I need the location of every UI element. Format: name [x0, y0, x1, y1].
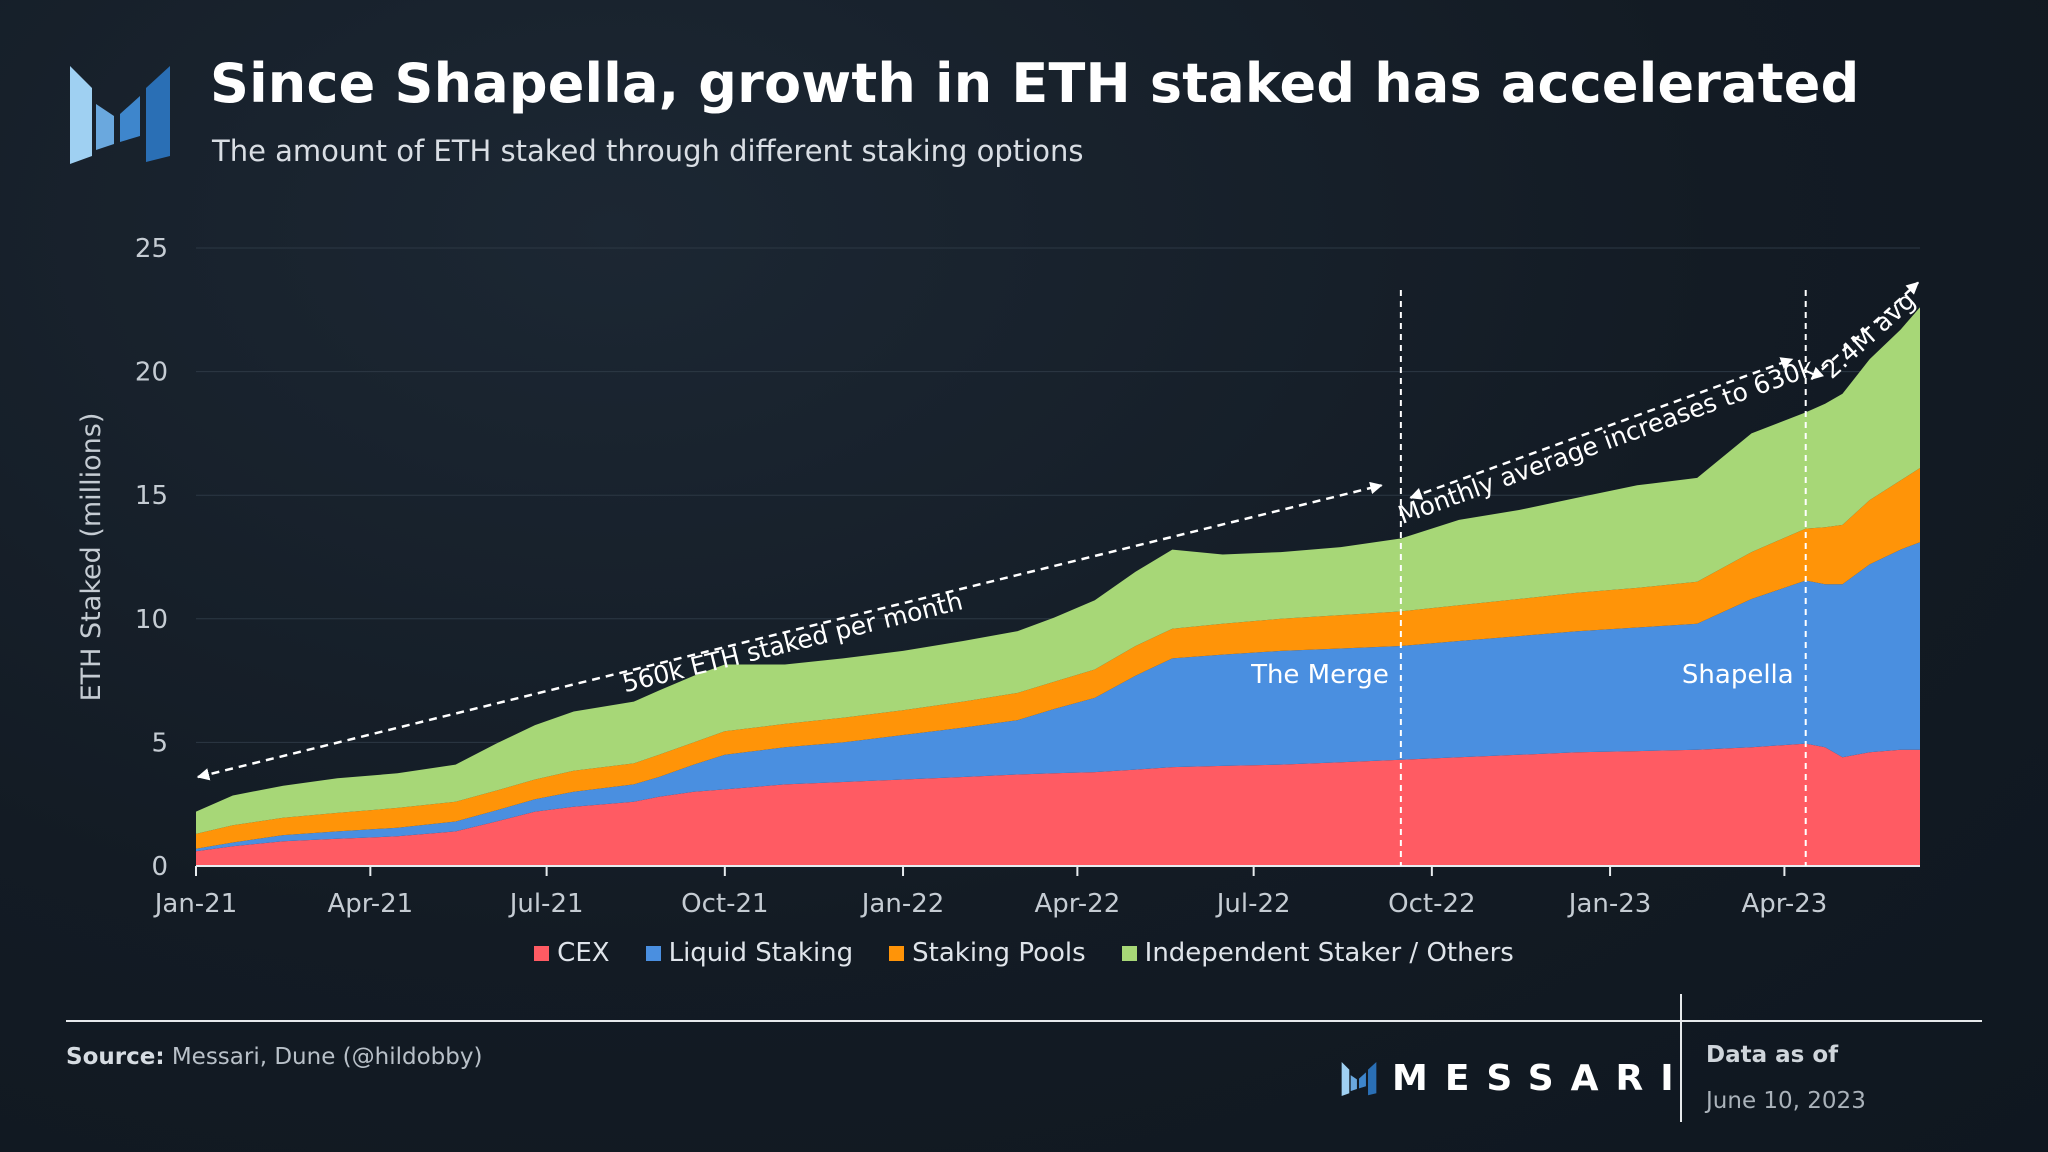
annotation-arrow: [196, 481, 1383, 781]
y-tick-label: 0: [151, 852, 168, 882]
y-tick-label: 25: [135, 234, 168, 264]
messari-logo-icon: [70, 66, 170, 164]
legend-item: Independent Staker / Others: [1121, 938, 1514, 968]
legend-swatch: [1121, 945, 1137, 961]
as-of-date: June 10, 2023: [1706, 1088, 1866, 1114]
area-series-liquid-staking: [196, 542, 1920, 852]
x-tick-label: Jan-21: [153, 889, 238, 919]
legend-item: Staking Pools: [889, 938, 1086, 968]
annotation-arrow: [1810, 281, 1919, 380]
legend-label: Independent Staker / Others: [1144, 938, 1514, 968]
legend: CEX Liquid Staking Staking Pools Independen…: [0, 938, 2048, 968]
messari-logo-icon: [1341, 1061, 1377, 1096]
chart-title: Since Shapella, growth in ETH staked has…: [210, 52, 1860, 115]
x-tick-label: Jan-23: [1567, 889, 1652, 919]
y-tick-label: 5: [151, 728, 168, 758]
y-tick-label: 15: [135, 481, 168, 511]
x-tick-label: Apr-23: [1742, 889, 1828, 919]
x-tick-label: Oct-22: [1388, 889, 1475, 919]
y-axis-label: ETH Staked (millions): [76, 413, 107, 702]
x-tick-label: Jan-22: [860, 889, 945, 919]
x-tick-label: Apr-22: [1034, 889, 1120, 919]
legend-label: Staking Pools: [912, 938, 1086, 968]
legend-label: CEX: [557, 938, 610, 968]
annotation-arrow: [1409, 357, 1794, 500]
legend-item: CEX: [534, 938, 610, 968]
area-series-independent-staker-others: [196, 307, 1920, 834]
event-label: Shapella: [1682, 660, 1794, 690]
brand-wordmark: MESSARI: [1392, 1058, 1691, 1099]
legend-swatch: [534, 945, 550, 961]
x-tick-label: Oct-21: [681, 889, 768, 919]
y-tick-label: 20: [135, 358, 168, 388]
legend-label: Liquid Staking: [668, 938, 854, 968]
event-label: The Merge: [1250, 660, 1389, 690]
chart-subtitle: The amount of ETH staked through differe…: [212, 134, 1084, 168]
area-series-staking-pools: [196, 468, 1920, 849]
x-tick-label: Jul-22: [1215, 889, 1291, 919]
legend-swatch: [889, 945, 905, 961]
legend-item: Liquid Staking: [645, 938, 854, 968]
source-note: Source: Messari, Dune (@hildobby): [66, 1044, 482, 1070]
axes: 0 5 10 15 20 25 ETH Staked (millions) Jan-21 Apr…: [76, 234, 1920, 919]
source-text: Messari, Dune (@hildobby): [171, 1044, 483, 1070]
brand: MESSARI: [1340, 1058, 1691, 1099]
y-tick-label: 10: [135, 605, 168, 635]
legend-swatch: [645, 945, 661, 961]
as-of-label: Data as of: [1706, 1042, 1839, 1068]
x-tick-label: Apr-21: [327, 889, 413, 919]
area-series-cex: [196, 743, 1920, 866]
area-layer: [196, 307, 1920, 866]
footer-divider-line: [66, 1020, 1982, 1022]
source-label: Source:: [66, 1044, 165, 1070]
x-tick-label: Jul-21: [508, 889, 584, 919]
footer-vertical-divider: [1680, 994, 1682, 1122]
